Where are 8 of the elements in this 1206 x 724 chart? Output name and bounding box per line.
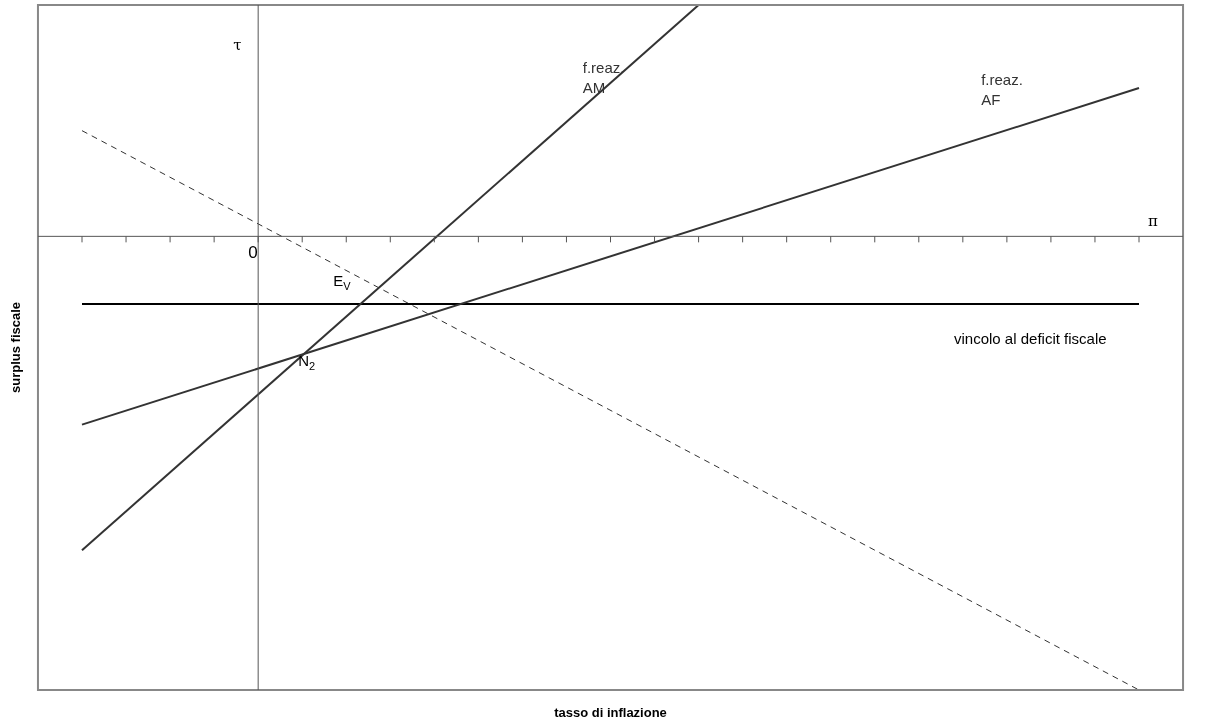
series-label: f.reaz. AM [582, 59, 625, 96]
y-axis-title: surplus fiscale [8, 301, 23, 394]
x-axis-title: tasso di inflazione [554, 705, 667, 720]
annotation: π [1148, 212, 1159, 231]
series-label: f.reaz. AF [981, 71, 1023, 109]
annotation: τ [233, 36, 242, 54]
annotation: 0 [248, 243, 258, 263]
series-label: vincolo al deficit fiscale [954, 329, 1107, 347]
